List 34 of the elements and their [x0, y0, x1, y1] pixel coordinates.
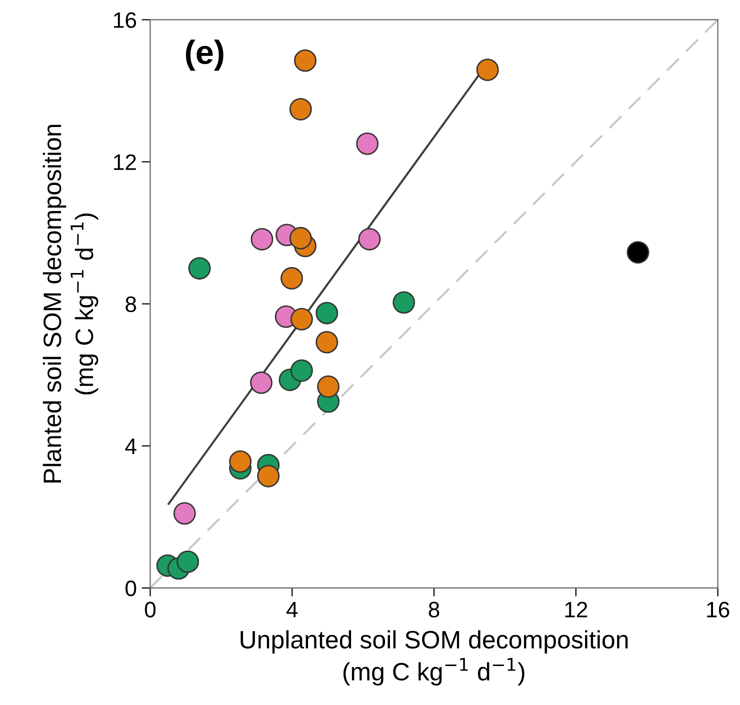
- point: [289, 98, 312, 120]
- point: [294, 49, 316, 72]
- point: [250, 371, 272, 394]
- point: [290, 359, 313, 382]
- y-tick-label: 4: [125, 438, 136, 454]
- y-tick-label: 0: [126, 580, 136, 596]
- point: [250, 228, 274, 250]
- y-tick-label: 8: [126, 296, 136, 312]
- point: [173, 502, 196, 525]
- x-tick-label: 12: [565, 602, 588, 618]
- x-tick-label: 16: [707, 602, 730, 618]
- y-tick-label: 16: [114, 12, 136, 28]
- point: [476, 58, 499, 82]
- point: [626, 241, 650, 264]
- point: [392, 291, 416, 314]
- point: [280, 267, 303, 290]
- point: [188, 257, 211, 280]
- point: [290, 308, 313, 330]
- point: [317, 375, 340, 398]
- point: [356, 132, 379, 155]
- point: [358, 228, 381, 250]
- point: [257, 464, 280, 488]
- x-tick-label: 8: [428, 602, 440, 618]
- point: [229, 450, 252, 473]
- y-axis-title: Planted soil SOM decomposition (mg C kg$^{−1}$ d$^{−1}$): [42, 124, 98, 482]
- x-tick-label: 4: [286, 602, 298, 618]
- point: [316, 330, 338, 354]
- y-tick-label: 12: [114, 154, 136, 170]
- point: [289, 226, 312, 250]
- point: [316, 302, 338, 324]
- x-axis-title: Unplanted soil SOM decomposition (mg C kg$^{−1}$ d$^{−1}$): [240, 630, 628, 686]
- point: [176, 550, 200, 573]
- x-tick-label: 0: [144, 602, 156, 618]
- annotation: (e): [186, 40, 224, 71]
